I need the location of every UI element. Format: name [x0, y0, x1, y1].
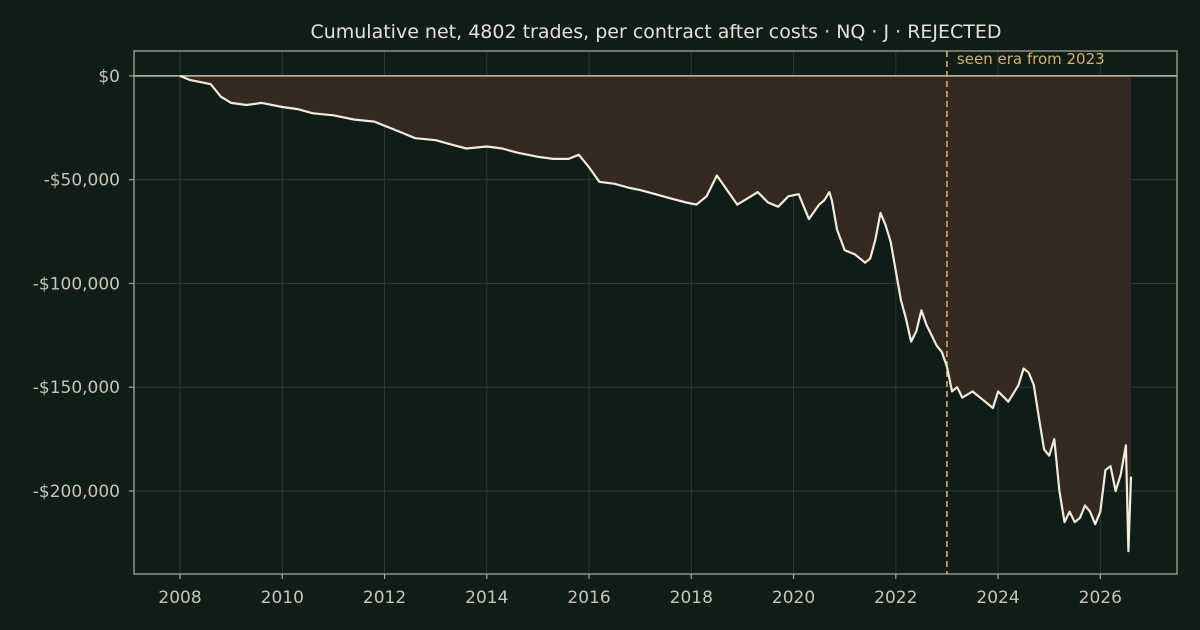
x-tick-label: 2026: [1079, 588, 1122, 608]
equity-curve-line: [179, 74, 1133, 553]
x-tick-label: 2008: [158, 588, 201, 608]
y-tick-label: -$150,000: [33, 378, 120, 398]
y-tick-label: $0: [98, 67, 120, 87]
x-tick-label: 2024: [976, 588, 1019, 608]
chart-title: Cumulative net, 4802 trades, per contrac…: [310, 21, 1001, 43]
x-tick-label: 2020: [772, 588, 815, 608]
drawdown-area-fill: [180, 75, 1131, 552]
y-axis: $0 -$50,000 -$100,000 -$150,000 -$200,000: [33, 67, 134, 502]
x-tick-label: 2018: [670, 588, 713, 608]
x-tick-label: 2022: [874, 588, 917, 608]
era-annotation: seen era from 2023: [957, 50, 1105, 68]
x-tick-label: 2014: [465, 588, 508, 608]
x-tick-label: 2016: [567, 588, 610, 608]
y-tick-label: -$50,000: [44, 171, 120, 191]
x-axis: 2008 2010 2012 2014 2016 2018 2020 2022 2024 2026: [158, 574, 1122, 608]
x-tick-label: 2010: [261, 588, 304, 608]
y-tick-label: -$200,000: [33, 482, 120, 502]
x-tick-label: 2012: [363, 588, 406, 608]
y-tick-label: -$100,000: [33, 274, 120, 294]
plot-frame: [133, 50, 1178, 575]
